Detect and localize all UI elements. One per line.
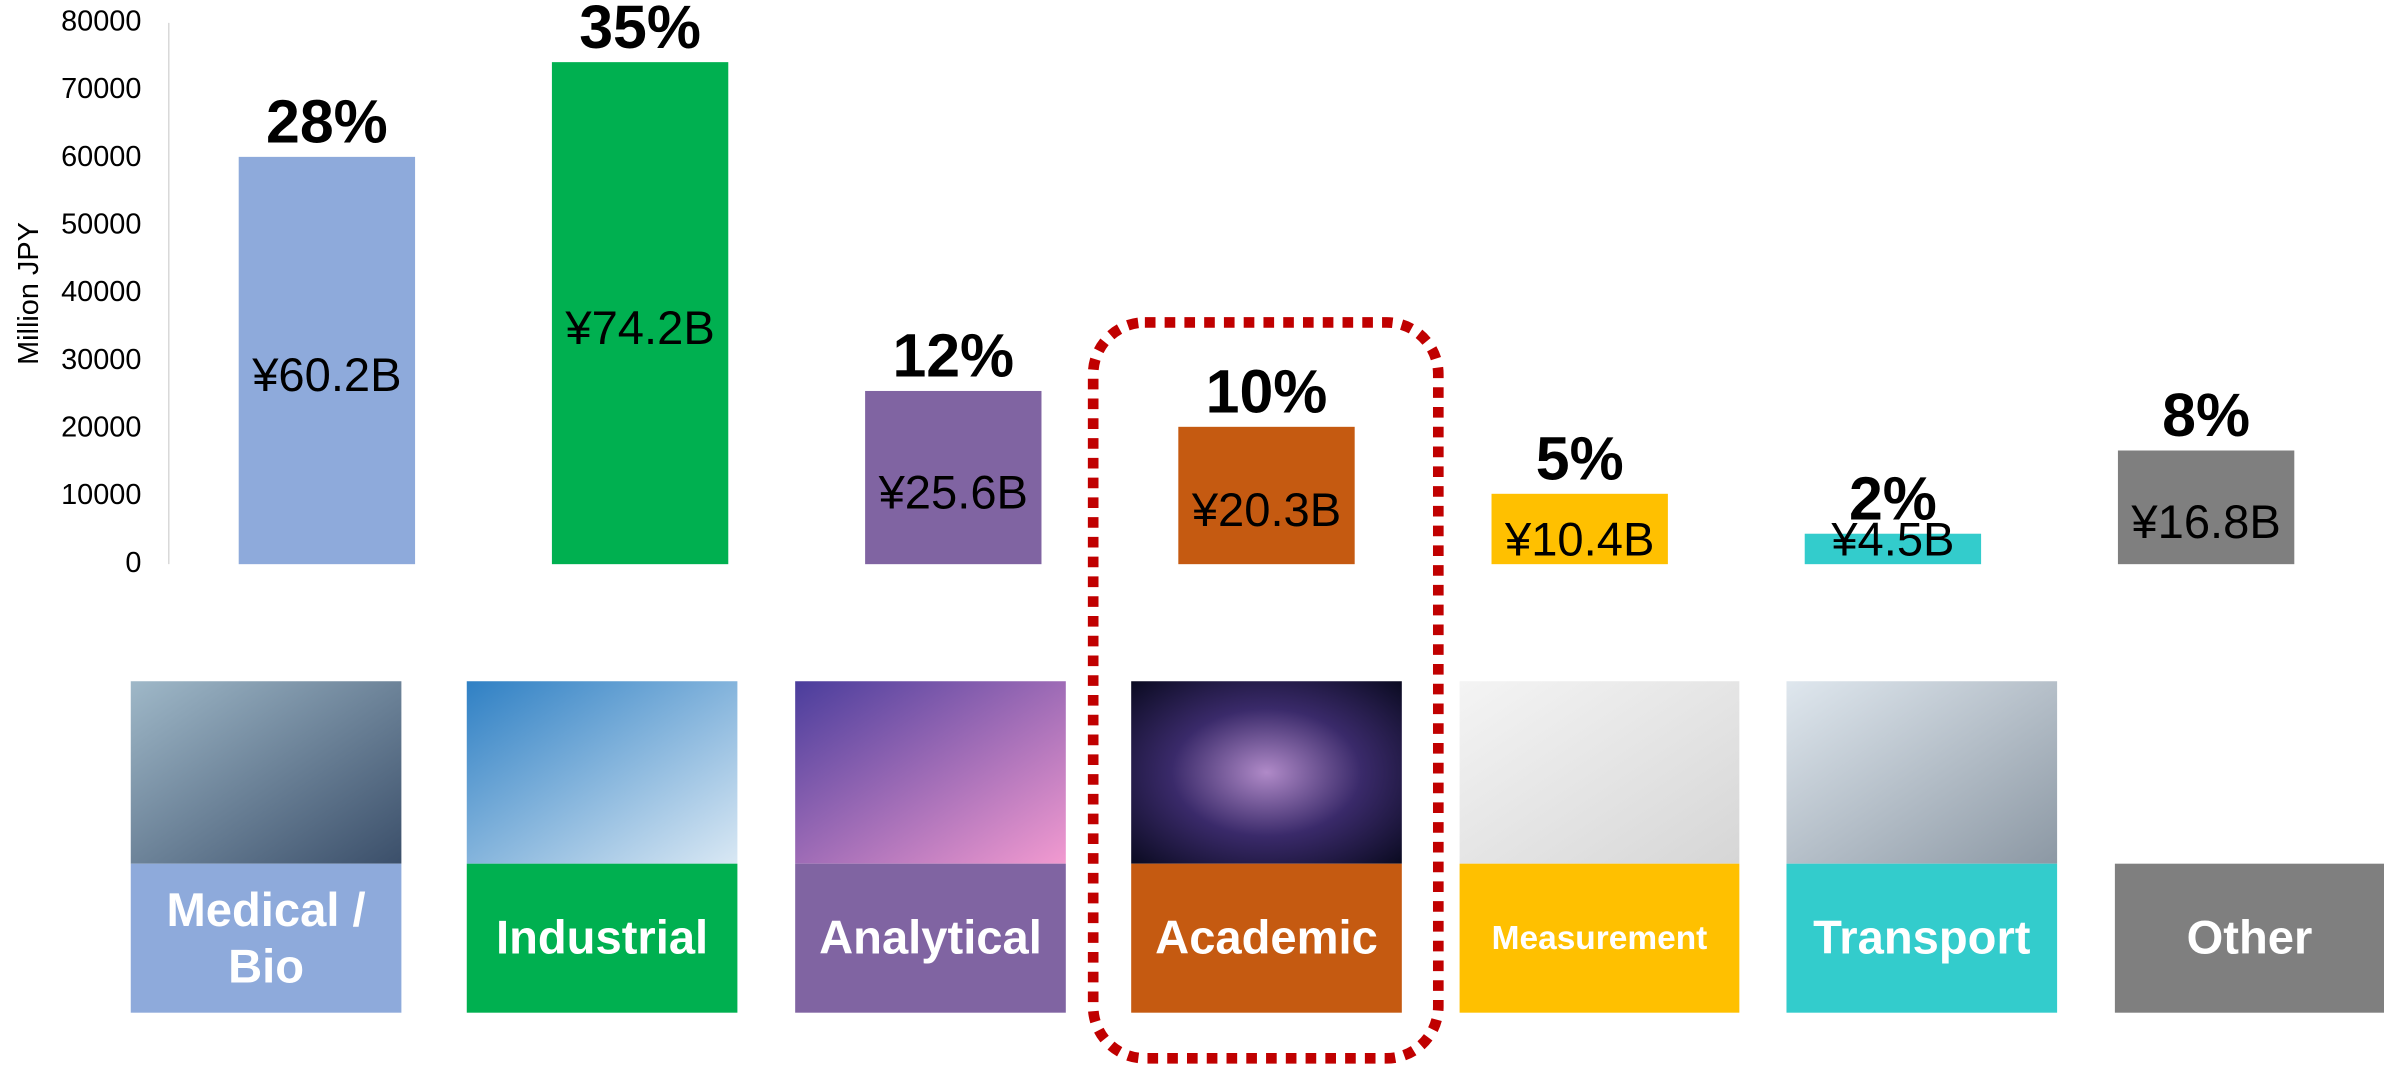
category-box (130, 863, 402, 1013)
category-label-box: Transport (1813, 911, 2031, 965)
category-label-box: Industrial (496, 911, 709, 965)
category-image (1786, 681, 2058, 864)
category-box (1786, 863, 2058, 1013)
y-tick-label: 0 (125, 547, 141, 579)
category-label: Analytical (819, 911, 1042, 965)
y-tick-label: 70000 (61, 73, 141, 105)
category-image (1459, 681, 1740, 864)
y-tick-label: 30000 (61, 344, 141, 376)
category-image (795, 681, 1066, 864)
y-tick-label: 40000 (61, 276, 141, 308)
category-image (466, 681, 738, 864)
bar (1491, 493, 1668, 565)
value-label: ¥16.8B (2130, 495, 2280, 548)
bar (2117, 450, 2295, 565)
category-label: Medical / Bio (166, 883, 366, 993)
share-label: 5% (1536, 424, 1624, 492)
category-label-box: Other (2186, 911, 2313, 965)
value-label: ¥20.3B (1191, 483, 1341, 536)
share-label: 28% (266, 88, 388, 156)
category-label: Other (2186, 911, 2313, 965)
category-label: Measurement (1491, 918, 1708, 957)
share-label: 12% (892, 322, 1014, 390)
category-label-box: Analytical (819, 911, 1042, 965)
y-tick-label: 20000 (61, 411, 141, 443)
category-label-box: Medical / Bio (166, 883, 366, 993)
share-label: 35% (579, 0, 701, 61)
bar (1804, 533, 1982, 565)
share-label: 2% (1849, 464, 1937, 532)
y-axis-label: Million JPY (13, 222, 45, 365)
category-box (466, 863, 738, 1013)
category-box (1131, 863, 1402, 1013)
bar (1178, 426, 1355, 565)
share-label: 8% (2162, 381, 2250, 449)
category-label: Transport (1813, 911, 2031, 965)
value-label: ¥4.5B (1830, 512, 1954, 565)
category-image (130, 681, 402, 864)
bar (551, 62, 729, 565)
value-label: ¥74.2B (564, 301, 714, 354)
category-box (795, 863, 1066, 1013)
category-label: Academic (1155, 911, 1378, 965)
category-image (1131, 681, 1402, 864)
value-label: ¥60.2B (251, 348, 401, 401)
y-tick-label: 50000 (61, 209, 141, 241)
category-label-box: Measurement (1491, 918, 1708, 957)
y-tick-label: 10000 (61, 479, 141, 511)
category-label-box: Academic (1155, 911, 1378, 965)
y-tick-label: 60000 (61, 141, 141, 173)
y-tick-label: 80000 (61, 6, 141, 38)
share-label: 10% (1206, 357, 1328, 425)
category-label: Industrial (496, 911, 709, 965)
bar (238, 156, 416, 565)
bar (865, 390, 1042, 565)
category-box (2114, 863, 2384, 1013)
category-box (1459, 863, 1740, 1013)
highlight-frame (1087, 317, 1444, 1064)
value-label: ¥10.4B (1504, 512, 1654, 565)
value-label: ¥25.6B (878, 465, 1028, 518)
